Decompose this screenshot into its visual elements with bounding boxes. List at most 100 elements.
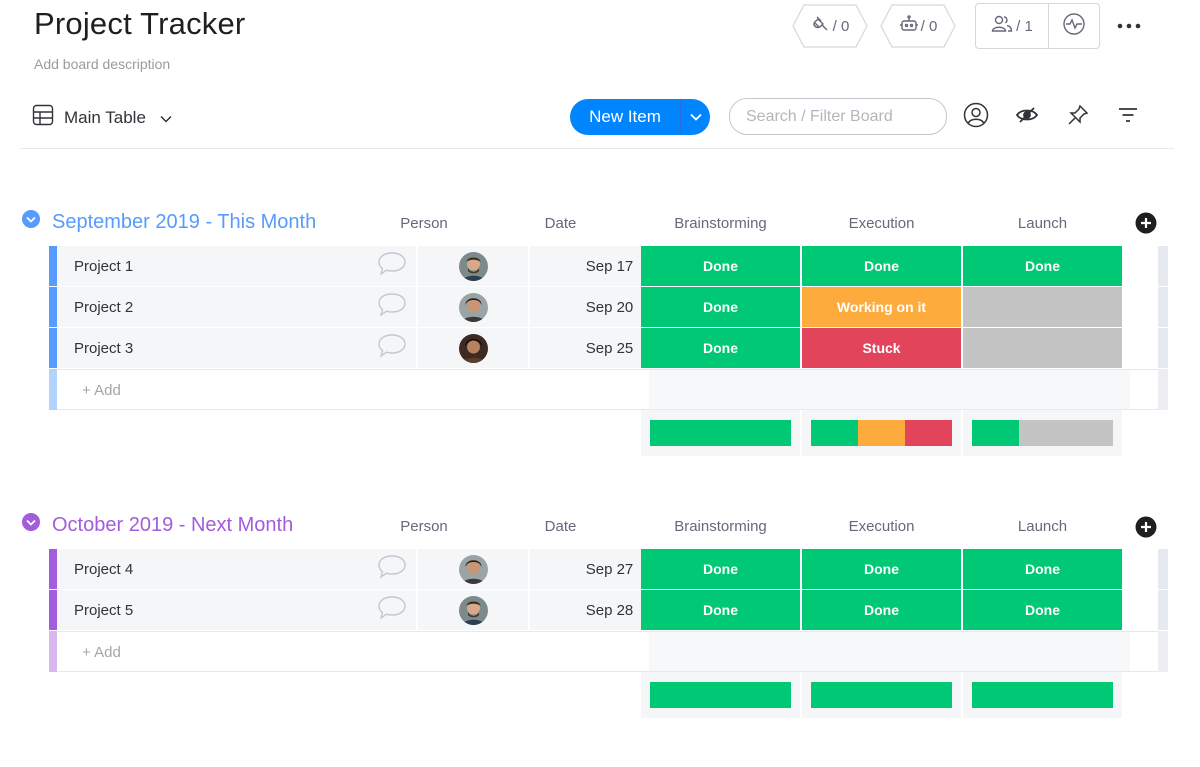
status-cell-execution[interactable]: Done xyxy=(802,590,961,630)
view-label: Main Table xyxy=(64,107,146,127)
activity-button[interactable] xyxy=(1049,4,1099,48)
summary-segment-stuck xyxy=(904,420,952,446)
new-item-button[interactable]: New Item xyxy=(570,99,710,135)
status-cell-brainstorming[interactable]: Done xyxy=(641,590,800,630)
status-cell-launch[interactable] xyxy=(963,328,1122,368)
person-cell[interactable] xyxy=(418,549,528,589)
members-button[interactable]: / 1 xyxy=(976,4,1049,48)
status-cell-launch[interactable]: Done xyxy=(963,246,1122,286)
avatar xyxy=(458,333,488,363)
summary-execution xyxy=(802,672,961,718)
add-item-row: + Add xyxy=(49,631,1168,672)
summary-launch xyxy=(963,410,1122,456)
group-header-september[interactable]: September 2019 - This Month xyxy=(22,210,316,234)
status-cell-execution[interactable]: Done xyxy=(802,549,961,589)
status-cell-brainstorming[interactable]: Done xyxy=(641,287,800,327)
automations-button[interactable]: / 0 xyxy=(880,4,956,48)
new-item-dropdown-button[interactable] xyxy=(681,108,710,126)
more-horizontal-icon xyxy=(1117,16,1141,34)
new-item-label: New Item xyxy=(589,107,661,126)
view-selector[interactable]: Main Table xyxy=(32,104,172,131)
person-circle-icon xyxy=(963,102,989,133)
comment-button[interactable] xyxy=(368,549,416,589)
column-header-execution[interactable]: Execution xyxy=(848,215,915,232)
summary-segment-done xyxy=(811,420,858,446)
filter-button[interactable] xyxy=(1115,104,1141,130)
more-options-button[interactable] xyxy=(1112,12,1146,38)
column-header-execution[interactable]: Execution xyxy=(848,518,915,535)
person-cell[interactable] xyxy=(418,590,528,630)
column-header-brainstorming[interactable]: Brainstorming xyxy=(674,518,767,535)
item-name[interactable]: Project 2 xyxy=(57,287,368,327)
add-column-button[interactable] xyxy=(1135,212,1157,234)
column-header-person[interactable]: Person xyxy=(400,518,448,535)
status-cell-execution[interactable]: Stuck xyxy=(802,328,961,368)
speech-bubble-icon xyxy=(377,292,407,323)
summary-segment-working xyxy=(857,420,905,446)
summary-segment-empty xyxy=(1018,420,1113,446)
person-cell[interactable] xyxy=(418,246,528,286)
status-summary-bar xyxy=(972,682,1113,708)
members-count: / 1 xyxy=(1016,17,1033,35)
status-cell-brainstorming[interactable]: Done xyxy=(641,328,800,368)
table-row[interactable]: Project 2 Sep 20 Done Working on it xyxy=(49,287,1168,327)
person-cell[interactable] xyxy=(418,328,528,368)
avatar xyxy=(458,554,488,584)
board-description[interactable]: Add board description xyxy=(34,56,171,72)
item-name[interactable]: Project 3 xyxy=(57,328,368,368)
search-input[interactable] xyxy=(729,98,947,135)
board-title[interactable]: Project Tracker xyxy=(34,6,246,41)
column-header-brainstorming[interactable]: Brainstorming xyxy=(674,215,767,232)
summary-segment-done xyxy=(972,682,1113,708)
add-item-input[interactable]: + Add xyxy=(82,644,121,661)
collapse-group-icon[interactable] xyxy=(22,513,40,537)
group-header-october[interactable]: October 2019 - Next Month xyxy=(22,513,293,537)
comment-button[interactable] xyxy=(368,287,416,327)
column-header-date[interactable]: Date xyxy=(544,518,577,535)
add-column-button[interactable] xyxy=(1135,516,1157,538)
people-icon xyxy=(991,14,1013,38)
summary-segment-done xyxy=(650,420,791,446)
column-header-date[interactable]: Date xyxy=(544,215,577,232)
status-summary-bar xyxy=(650,682,791,708)
item-name[interactable]: Project 5 xyxy=(57,590,368,630)
comment-button[interactable] xyxy=(368,246,416,286)
comment-button[interactable] xyxy=(368,590,416,630)
status-cell-brainstorming[interactable]: Done xyxy=(641,246,800,286)
comment-button[interactable] xyxy=(368,328,416,368)
group-title[interactable]: October 2019 - Next Month xyxy=(52,513,294,536)
table-row[interactable]: Project 3 Sep 25 Done Stuck xyxy=(49,328,1168,368)
status-cell-launch[interactable]: Done xyxy=(963,549,1122,589)
table-row[interactable]: Project 1 Sep 17 Done Done Done xyxy=(49,246,1168,286)
integrations-button[interactable]: / 0 xyxy=(792,4,868,48)
plus-circle-icon xyxy=(1135,516,1157,542)
summary-brainstorming xyxy=(641,672,800,718)
hide-columns-button[interactable] xyxy=(1014,104,1040,130)
eye-off-icon xyxy=(1015,105,1039,130)
pin-button[interactable] xyxy=(1065,104,1091,130)
add-item-input[interactable]: + Add xyxy=(82,382,121,399)
status-cell-launch[interactable]: Done xyxy=(963,590,1122,630)
item-name[interactable]: Project 1 xyxy=(57,246,368,286)
column-header-person[interactable]: Person xyxy=(400,215,448,232)
item-name[interactable]: Project 4 xyxy=(57,549,368,589)
status-summary-bar xyxy=(811,420,952,446)
automations-count: / 0 xyxy=(920,17,938,35)
collapse-group-icon[interactable] xyxy=(22,210,40,234)
group-title[interactable]: September 2019 - This Month xyxy=(52,210,317,233)
status-summary-bar xyxy=(972,420,1113,446)
status-cell-brainstorming[interactable]: Done xyxy=(641,549,800,589)
speech-bubble-icon xyxy=(377,595,407,626)
table-row[interactable]: Project 5 Sep 28 Done Done Done xyxy=(49,590,1168,630)
status-cell-execution[interactable]: Working on it xyxy=(802,287,961,327)
person-cell[interactable] xyxy=(418,287,528,327)
status-cell-execution[interactable]: Done xyxy=(802,246,961,286)
board-actions-group: / 1 xyxy=(975,3,1100,49)
person-filter-button[interactable] xyxy=(963,102,989,133)
column-header-launch[interactable]: Launch xyxy=(1017,518,1068,535)
toolbar-divider xyxy=(20,148,1174,149)
column-header-launch[interactable]: Launch xyxy=(1017,215,1068,232)
table-row[interactable]: Project 4 Sep 27 Done Done Done xyxy=(49,549,1168,589)
avatar xyxy=(458,595,488,625)
status-cell-launch[interactable] xyxy=(963,287,1122,327)
